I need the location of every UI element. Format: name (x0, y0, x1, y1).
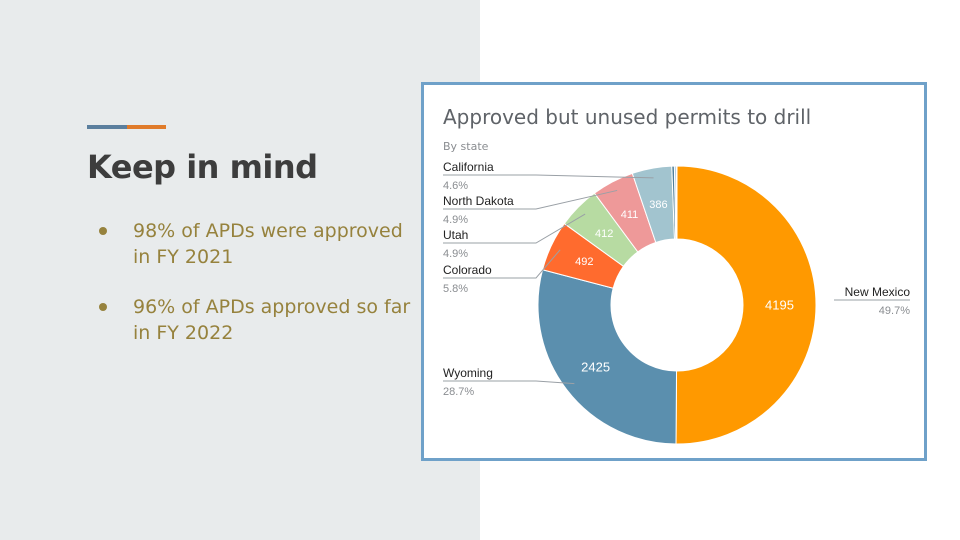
callout-percent: 4.6% (443, 180, 468, 192)
slice-wyoming (537, 269, 678, 445)
chart-title: Approved but unused permits to drill (443, 105, 812, 129)
bullet-dot-icon (99, 227, 107, 235)
callout-line (443, 213, 586, 244)
callout-line (443, 249, 561, 279)
callout-label: Wyoming (443, 366, 493, 380)
callout-percent: 28.7% (443, 386, 474, 398)
slice-value-label: 2425 (581, 359, 610, 374)
bullet-text: 96% of APDs approved so far in FY 2022 (133, 296, 411, 344)
callout-label: New Mexico (845, 285, 911, 299)
accent-bar-orange (127, 125, 166, 129)
callout-percent: 49.7% (879, 305, 910, 317)
callout-label: Colorado (443, 263, 492, 277)
callout-line (443, 174, 654, 179)
left-panel (0, 0, 480, 540)
slide-title: Keep in mind (87, 148, 318, 186)
bullet-list: 98% of APDs were approved in FY 2021 96%… (96, 218, 416, 370)
callout-line (443, 189, 618, 210)
callout-percent: 4.9% (443, 214, 468, 226)
chart-subtitle: By state (443, 140, 489, 153)
bullet-dot-icon (99, 303, 107, 311)
chart-frame: Approved but unused permits to drill By … (421, 82, 927, 461)
slice-value-label: 386 (649, 199, 667, 211)
accent-bar-blue (87, 125, 127, 129)
slice-value-label: 492 (575, 256, 593, 268)
callout-percent: 5.8% (443, 283, 468, 295)
bullet-item: 98% of APDs were approved in FY 2021 (96, 218, 416, 270)
slice-minor-8 (675, 165, 678, 240)
slice-value-label: 4195 (765, 297, 794, 312)
bullet-item: 96% of APDs approved so far in FY 2022 (96, 294, 416, 346)
slice-new-mexico (675, 165, 817, 445)
bullet-text: 98% of APDs were approved in FY 2021 (133, 220, 403, 268)
callout-label: North Dakota (443, 194, 514, 208)
callout-line (443, 380, 575, 385)
slice-value-label: 411 (621, 209, 639, 221)
callout-label: California (443, 160, 494, 174)
callout-label: Utah (443, 228, 468, 242)
donut-chart: 4195 2425 492 412 411 386 New Mexico 49.7% Wyomi… (443, 160, 911, 445)
callout-percent: 4.9% (443, 248, 468, 260)
slice-value-label: 412 (595, 228, 613, 240)
